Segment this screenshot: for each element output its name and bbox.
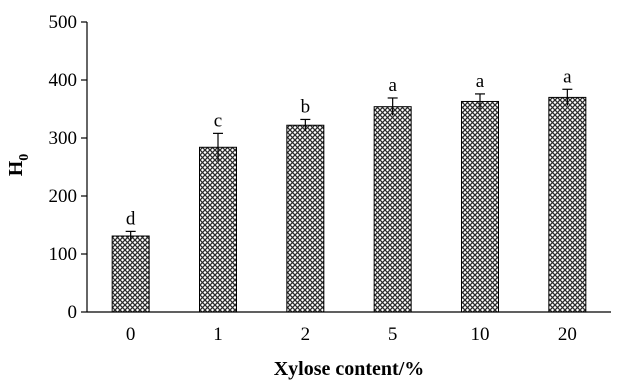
y-tick-label: 400 (49, 70, 78, 91)
error-bars-layer (125, 88, 573, 241)
x-tick-label: 2 (301, 324, 311, 345)
x-tick-label: 5 (388, 324, 398, 345)
axes-layer (81, 21, 611, 313)
y-axis-title-subscript: 0 (17, 154, 32, 161)
y-tick-label: 300 (49, 128, 78, 149)
significance-label: a (563, 66, 572, 87)
bar (286, 124, 325, 313)
y-tick-label: 0 (68, 302, 78, 323)
y-axis-title-main: H (5, 160, 27, 176)
y-tick-label: 500 (49, 12, 78, 33)
x-tick-label: 10 (471, 324, 490, 345)
bar (548, 96, 587, 313)
x-axis-title: Xylose content/% (274, 358, 425, 380)
y-tick-label: 100 (49, 244, 78, 265)
significance-label: c (214, 110, 222, 131)
significance-label: a (388, 75, 397, 96)
significance-label: d (126, 208, 136, 229)
bar (199, 146, 237, 313)
bars-layer (111, 96, 587, 313)
labels-layer: 0 100 200 300 400 500 d 0 c 1 b 2 a 5 a 10 a 20 (49, 12, 577, 345)
bar (373, 106, 412, 313)
y-axis-title: H0 (5, 154, 32, 177)
bar (461, 100, 499, 313)
x-tick-label: 1 (213, 324, 223, 345)
bar (111, 235, 150, 313)
x-tick-label: 0 (126, 324, 136, 345)
x-tick-label: 20 (558, 324, 577, 345)
significance-label: b (301, 96, 311, 117)
significance-label: a (476, 71, 485, 92)
y-tick-label: 200 (49, 186, 78, 207)
